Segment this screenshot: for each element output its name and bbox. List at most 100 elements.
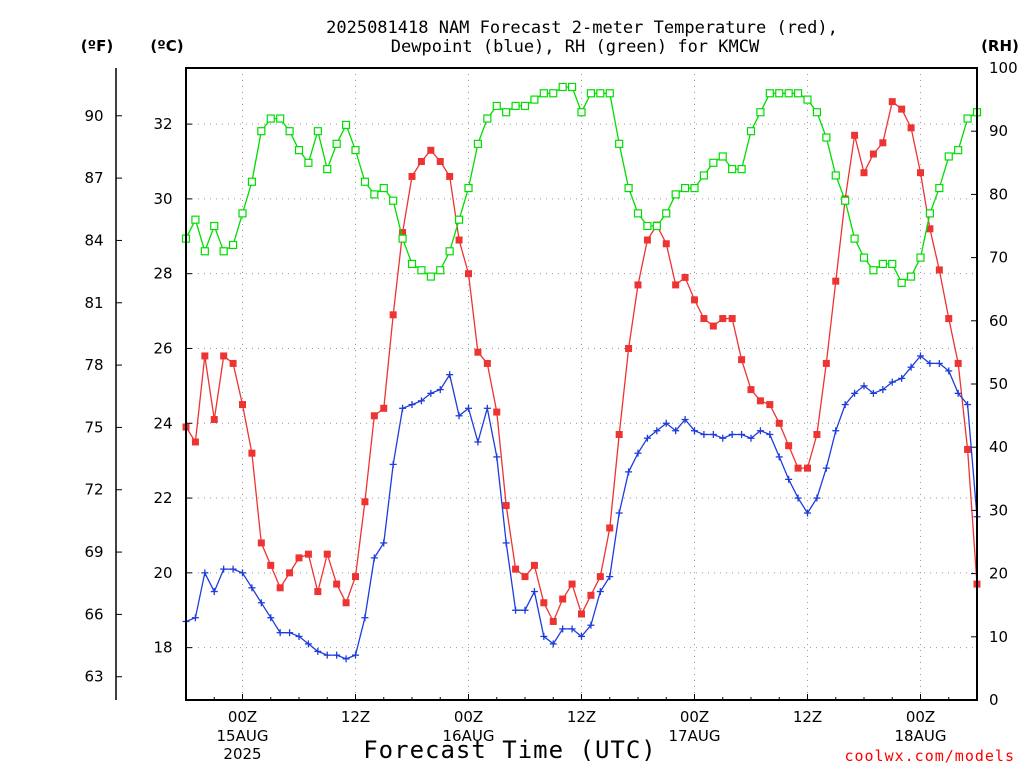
fahrenheit-axis: 63 66 69 72 75 78 81 84 87 90: [84, 68, 122, 700]
rh-point: [530, 95, 539, 104]
rh-point: [878, 259, 887, 269]
rh-point: [492, 101, 501, 111]
time-tick-label: 00Z: [906, 708, 935, 726]
temperature-point: [822, 359, 830, 367]
celsius-tick-label: 30: [153, 190, 172, 208]
temperature-point: [945, 315, 953, 323]
dewpoint-point: [822, 464, 830, 472]
time-tick-label: 00Z: [228, 708, 257, 726]
temperature-point: [380, 404, 388, 412]
temperature-point: [342, 599, 350, 607]
dewpoint-point: [295, 632, 303, 640]
temperature-point: [954, 359, 962, 367]
dewpoint-point: [643, 434, 651, 442]
rh-point: [351, 146, 360, 155]
temperature-point: [530, 561, 538, 569]
rh-point: [624, 183, 633, 193]
temperature-point: [559, 595, 567, 603]
rh-point: [370, 190, 379, 199]
temperature-point: [512, 565, 520, 573]
rh-point: [596, 89, 605, 98]
rh-point: [812, 108, 822, 117]
rh-point: [389, 196, 398, 205]
dewpoint-point: [502, 539, 510, 547]
rh-point: [436, 266, 445, 275]
dewpoint-point: [248, 584, 256, 592]
dewpoint-point: [681, 416, 689, 424]
rh-point: [464, 183, 473, 193]
temperature-point: [540, 599, 548, 607]
celsius-tick-label: 32: [153, 115, 172, 133]
temperature-point: [964, 445, 972, 453]
time-tick-label: 00Z: [454, 708, 483, 726]
dewpoint-point: [691, 427, 698, 435]
dewpoint-point: [389, 460, 397, 468]
temperature-point: [888, 98, 896, 106]
temperature-point: [700, 315, 708, 323]
temperature-point: [389, 311, 397, 319]
temperature-point: [455, 236, 463, 244]
temperature-point: [926, 225, 934, 233]
temperature-point: [502, 502, 510, 510]
rh-point: [906, 272, 916, 281]
dewpoint-point: [606, 573, 614, 581]
dewpoint-point: [210, 588, 218, 596]
temperature-point: [239, 401, 246, 409]
temperature-point: [813, 430, 821, 438]
dewpoint-point: [465, 404, 472, 412]
rh-point: [294, 146, 304, 155]
temperature-point: [568, 580, 576, 588]
rh-point: [728, 165, 737, 174]
temperature-point: [399, 229, 407, 237]
dewpoint-point: [342, 655, 350, 663]
dewpoint-point: [540, 632, 548, 640]
dewpoint-point: [766, 430, 774, 438]
rh-point: [520, 101, 530, 111]
dewpoint-point: [512, 606, 520, 614]
dewpoint-point: [399, 404, 407, 412]
rh-point: [228, 240, 238, 250]
rh-point: [285, 127, 294, 136]
time-tick-sublabel: 15AUG: [217, 727, 269, 745]
rh-point: [511, 101, 520, 111]
dewpoint-point: [559, 625, 567, 633]
dewpoint-point: [832, 427, 840, 435]
temperature-point: [210, 416, 218, 424]
temperature-point: [304, 550, 312, 558]
rh-point: [323, 165, 332, 174]
rh-point: [954, 146, 963, 155]
series-temperature: [182, 98, 981, 625]
time-tick-sublabel: 16AUG: [443, 727, 495, 745]
temperature-point: [578, 610, 585, 618]
dewpoint-point: [370, 554, 378, 562]
rh-tick-label: 20: [989, 565, 1008, 583]
rh-point: [454, 215, 464, 224]
temperature-point: [832, 277, 840, 285]
time-tick-label: 12Z: [567, 708, 596, 726]
fahrenheit-tick-label: 78: [84, 356, 103, 374]
temperature-point: [257, 539, 265, 547]
temperature-point: [879, 139, 887, 147]
dewpoint-point: [587, 621, 595, 629]
rh-point: [502, 108, 511, 117]
rh-tick-label: 100: [989, 59, 1018, 77]
dewpoint-point: [446, 371, 454, 379]
rh-point: [775, 89, 784, 98]
temperature-point: [465, 270, 472, 278]
celsius-unit-label: (ºC): [150, 37, 183, 55]
celsius-tick-label: 20: [153, 564, 172, 582]
dewpoint-point: [596, 588, 604, 596]
dewpoint-point: [493, 453, 501, 461]
celsius-tick-label: 26: [153, 339, 172, 357]
rh-point: [539, 89, 548, 98]
temperature-point: [596, 573, 604, 581]
fahrenheit-tick-label: 66: [84, 605, 103, 623]
dewpoint-point: [841, 401, 849, 409]
rh-point: [483, 114, 492, 123]
temperature-point: [352, 573, 359, 581]
temperature-point: [220, 352, 228, 360]
dewpoint-point: [267, 614, 275, 622]
temperature-point: [286, 569, 294, 577]
rh-point: [916, 253, 925, 262]
dewpoint-point: [304, 640, 312, 648]
